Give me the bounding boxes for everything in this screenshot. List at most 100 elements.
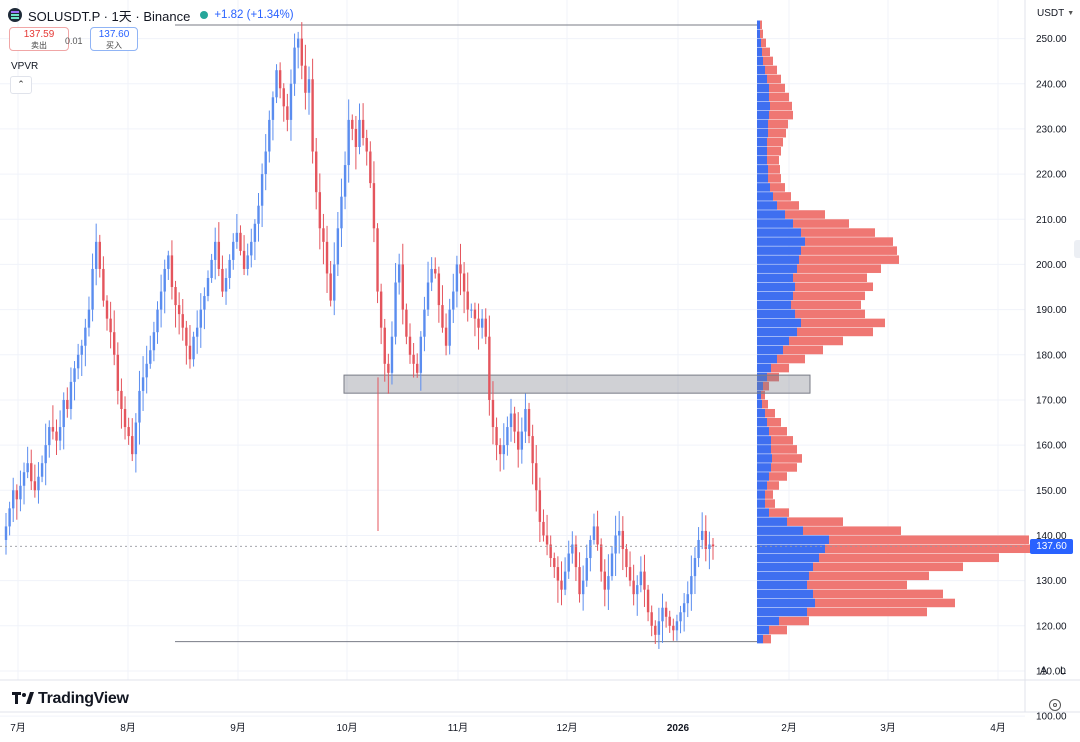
price-axis-tick: 220.00 [1036, 170, 1067, 181]
candle-body [480, 318, 484, 328]
volume-profile-bar-up [757, 56, 763, 66]
buy-button[interactable]: 137.60 买入 [90, 27, 138, 51]
candle-body [444, 327, 448, 346]
volume-profile-bar-down [801, 318, 885, 328]
candle-body [495, 427, 498, 446]
candle-body [466, 291, 469, 310]
volume-profile-bar-down [768, 165, 780, 174]
volume-profile-bar-up [757, 47, 762, 57]
volume-profile-bar-up [757, 146, 767, 156]
sell-button[interactable]: 137.59 卖出 [9, 27, 69, 51]
candle-body [488, 336, 491, 400]
volume-profile-bar-down [795, 282, 873, 292]
candle-body [542, 521, 545, 536]
candle-body [336, 228, 340, 265]
volume-profile-bar-up [757, 607, 807, 617]
volume-profile-bar-down [813, 562, 963, 572]
candle-body [553, 558, 556, 568]
time-axis-tick: 2026 [667, 723, 690, 734]
price-axis-tick: 110.00 [1036, 666, 1066, 677]
candle-body [4, 526, 8, 540]
candle-body [159, 291, 163, 310]
candle-body [109, 318, 112, 333]
volume-profile-bar-down [793, 219, 849, 228]
candle-body [390, 336, 394, 373]
price-axis-tick: 180.00 [1036, 350, 1067, 361]
candle-body [8, 508, 11, 527]
indicator-label-vpvr[interactable]: VPVR [11, 61, 39, 72]
candle-body [509, 413, 513, 428]
candle-body [654, 625, 657, 635]
time-axis-tick: 8月 [120, 722, 136, 734]
volume-profile-bar-up [757, 481, 767, 490]
candle-body [675, 621, 679, 631]
volume-profile-bar-down [767, 137, 783, 147]
volume-profile-bar-down [765, 490, 773, 499]
candle-body [455, 264, 459, 292]
candle-body [434, 268, 437, 274]
candle-body [592, 526, 596, 540]
time-axis-tick: 7月 [10, 722, 26, 734]
candle-body [170, 255, 174, 288]
candle-body [347, 119, 350, 166]
auto-scale-button[interactable]: A [1040, 665, 1048, 677]
candle-body [423, 309, 426, 337]
volume-profile-bar-down [819, 553, 999, 563]
tradingview-logo[interactable]: TradingView [12, 690, 129, 708]
candle-body [37, 476, 40, 491]
volume-profile-bar-down [765, 499, 775, 508]
candle-body [524, 408, 527, 432]
candle-body [149, 350, 152, 364]
volume-profile-bar-up [757, 20, 760, 30]
candle-body [26, 463, 29, 473]
candle-body [704, 530, 707, 550]
solana-logo-icon [8, 8, 22, 22]
candle-body [278, 70, 282, 89]
candle-body [167, 255, 170, 269]
volume-profile-bar-up [757, 309, 795, 319]
volume-profile-bar-down [791, 300, 861, 310]
candle-body [91, 268, 94, 310]
volume-profile-bar-up [757, 363, 771, 373]
highlight-zone-rectangle[interactable] [343, 374, 811, 394]
gear-icon[interactable] [1049, 699, 1061, 711]
candle-body [574, 544, 578, 568]
candle-body [379, 291, 383, 328]
candle-body [614, 535, 617, 554]
candle-body [401, 264, 404, 310]
volume-profile-bar-down [770, 183, 785, 192]
candle-body [682, 603, 686, 613]
candle-body [131, 436, 134, 455]
indicator-collapse-button[interactable]: ⌃ [10, 76, 32, 94]
candle-body [462, 273, 466, 292]
candle-body [51, 427, 55, 432]
symbol-title[interactable]: SOLUSDT.P · 1天 · Binance [28, 8, 191, 24]
volume-profile-bar-down [767, 146, 781, 156]
volume-profile-bar-up [757, 318, 801, 328]
time-axis-tick: 4月 [990, 722, 1006, 734]
volume-profile-bar-up [757, 634, 763, 644]
candle-body [206, 277, 210, 297]
log-scale-button[interactable]: L [1060, 665, 1067, 677]
volume-profile-bar-down [777, 354, 805, 364]
candle-body [571, 544, 574, 554]
time-axis-tick: 12月 [556, 722, 577, 734]
price-axis-tick: 200.00 [1036, 260, 1067, 271]
volume-profile-bar-up [757, 255, 799, 264]
candle-body [250, 241, 253, 256]
volume-profile-bar-down [769, 92, 789, 102]
volume-profile-bar-up [757, 408, 765, 418]
volume-profile-bar-down [768, 174, 781, 183]
volume-profile-bar-down [815, 598, 955, 608]
side-panel-toggle[interactable] [1074, 240, 1080, 258]
volume-profile-bar-down [765, 65, 777, 75]
volume-profile-bar-up [757, 616, 779, 626]
candle-body [44, 445, 47, 464]
currency-selector[interactable]: USDT ▼ [1037, 8, 1074, 19]
sell-label: 卖出 [31, 41, 47, 50]
price-axis-tick: 140.00 [1036, 531, 1067, 542]
candle-body [282, 88, 285, 107]
candle-body [87, 309, 91, 328]
